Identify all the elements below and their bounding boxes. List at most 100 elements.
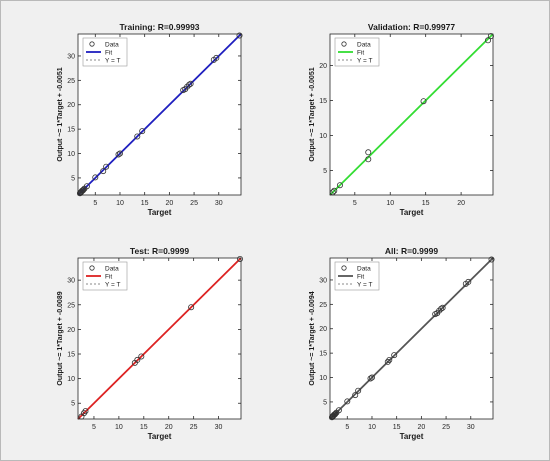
y-tick-label: 20 (319, 63, 327, 70)
legend-data-marker (341, 41, 347, 47)
x-tick-label: 30 (467, 424, 475, 431)
data-point (368, 374, 375, 381)
x-tick-label: 10 (386, 200, 394, 207)
legend-data-marker (89, 41, 95, 47)
data-point (138, 353, 145, 360)
x-tick-label: 25 (190, 424, 198, 431)
x-tick-label: 15 (393, 424, 401, 431)
data-point (186, 81, 193, 88)
data-point (134, 133, 141, 140)
data-point (488, 256, 495, 263)
x-tick-label: 30 (215, 200, 223, 207)
y-tick-label: 5 (71, 401, 75, 408)
data-point (92, 174, 99, 181)
data-point (335, 407, 342, 414)
x-axis-label: Target (148, 208, 172, 217)
y-tick-label: 5 (323, 399, 327, 406)
data-point (344, 398, 351, 405)
data-point (332, 410, 339, 417)
x-tick-label: 20 (417, 424, 425, 431)
regression-panel-4: 5 10 15 20 25 30 5 10 15 20 25 30 All: R=0.9999 Targe… (309, 246, 495, 441)
data-point (438, 305, 445, 312)
y-axis-label: Output ~= 1*Target + -0.0094 (309, 291, 316, 385)
data-point (386, 356, 393, 363)
legend-fit-label: Fit (105, 50, 112, 57)
data-point (139, 128, 146, 135)
x-tick-label: 10 (115, 424, 123, 431)
y-axis-label: Output ~= 1*Target + -0.0051 (57, 67, 64, 161)
data-point (100, 168, 107, 175)
x-tick-label: 20 (165, 424, 173, 431)
x-tick-label: 5 (345, 424, 349, 431)
fit-line (329, 33, 494, 196)
data-point (236, 32, 243, 39)
legend-identity-label: Y = T (105, 282, 121, 289)
data-point (103, 163, 110, 170)
data-point (384, 358, 391, 365)
y-tick-label: 10 (319, 375, 327, 382)
fit-line (77, 33, 242, 196)
axes-box (329, 257, 494, 420)
chart-title: Validation: R=0.99977 (368, 22, 455, 32)
legend-fit-label: Fit (105, 274, 112, 281)
data-point (391, 352, 398, 359)
axes-box (77, 257, 242, 420)
chart-title: Test: R=0.9999 (130, 246, 189, 256)
data-point (365, 156, 372, 163)
y-axis-label: Output ~= 1*Target + -0.0089 (57, 291, 64, 385)
x-tick-label: 10 (368, 424, 376, 431)
chart-title: All: R=0.9999 (385, 246, 438, 256)
x-tick-label: 25 (190, 200, 198, 207)
y-tick-label: 15 (319, 351, 327, 358)
data-point (79, 187, 86, 194)
x-tick-label: 15 (422, 200, 430, 207)
legend-data-marker (341, 265, 347, 271)
data-point (365, 149, 372, 156)
fit-line (329, 257, 494, 420)
data-point (465, 278, 472, 285)
data-point (352, 392, 359, 399)
chart-title: Training: R=0.99993 (119, 22, 199, 32)
legend-identity-label: Y = T (105, 58, 121, 65)
data-point (80, 186, 87, 193)
legend-data-label: Data (357, 266, 371, 273)
data-point (367, 375, 374, 382)
x-tick-label: 30 (215, 424, 223, 431)
x-tick-label: 20 (457, 200, 465, 207)
x-tick-label: 5 (353, 200, 357, 207)
y-tick-label: 20 (67, 102, 75, 109)
data-point (355, 387, 362, 394)
data-point (82, 408, 89, 415)
legend-identity-label: Y = T (357, 58, 373, 65)
data-point (115, 151, 122, 158)
y-tick-label: 10 (67, 151, 75, 158)
regression-panel-2: 5 10 15 20 5 10 15 20 Validation: R=0.99977 Targe… (309, 22, 494, 217)
x-tick-label: 5 (93, 200, 97, 207)
legend-data-label: Data (105, 42, 119, 49)
data-point (237, 255, 244, 262)
data-point (436, 307, 443, 314)
x-tick-label: 20 (165, 200, 173, 207)
y-tick-label: 30 (319, 277, 327, 284)
y-tick-label: 20 (319, 326, 327, 333)
x-tick-label: 15 (141, 200, 149, 207)
regression-panel-3: 5 10 15 20 25 30 5 10 15 20 25 30 Test: R=0.9999 Targ… (57, 246, 244, 441)
legend-fit-label: Fit (357, 50, 364, 57)
y-tick-label: 15 (67, 352, 75, 359)
x-axis-label: Target (148, 432, 172, 441)
legend-data-marker (89, 265, 95, 271)
data-point (485, 37, 492, 44)
legend-data-label: Data (357, 42, 371, 49)
y-tick-label: 15 (319, 98, 327, 105)
legend-fit-label: Fit (357, 274, 364, 281)
data-point (487, 33, 494, 40)
y-tick-label: 30 (67, 53, 75, 60)
x-axis-label: Target (400, 432, 424, 441)
data-point (439, 304, 446, 311)
y-axis-label: Output ~= 1*Target + -0.0051 (309, 67, 316, 161)
data-point (116, 150, 123, 157)
